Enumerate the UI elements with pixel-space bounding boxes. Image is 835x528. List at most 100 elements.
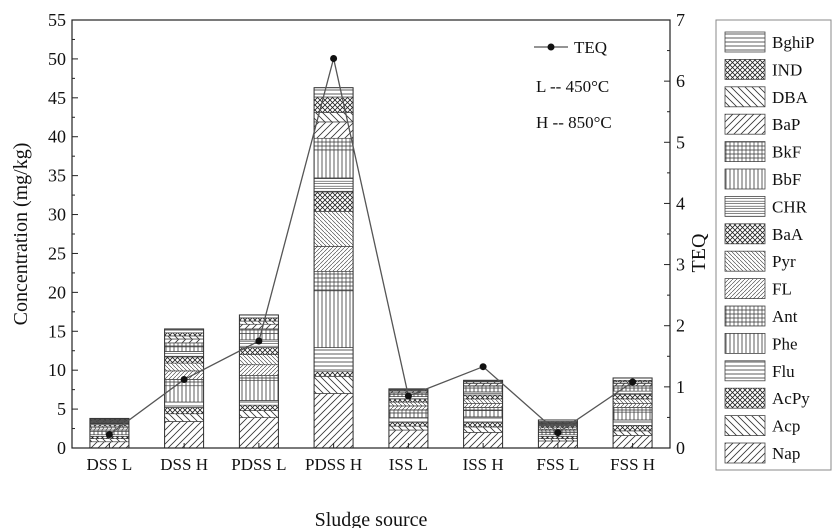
bar-pdss-h-nap [313,393,354,449]
bar-iss-l-flu [388,417,429,423]
bar-dss-h-bghip [164,328,204,334]
bar-pdss-h-acp [313,376,354,394]
bar-pdss-l-bap [239,323,279,330]
legend-swatch-phe [724,332,766,354]
bars-layer [89,87,653,449]
legend-label-acpy: AcPy [772,389,810,408]
bar-iss-l-phe [388,412,429,418]
legend-swatch-pyr [724,250,766,272]
bar-iss-h-phe [463,410,503,418]
teq-line-layer [105,55,637,438]
legend-swatch-bghip [724,31,766,53]
bar-dss-h-acpy [164,407,204,415]
bar-iss-l-acpy [388,422,429,427]
bar-fss-l-acpy [538,436,578,439]
legend-label-bghip: BghiP [772,33,815,52]
legend-label-bkf: BkF [772,143,801,162]
bar-pdss-h-phe [313,290,354,348]
y-tick-label: 50 [48,49,66,69]
legend-label-nap: Nap [772,444,800,463]
legend-swatch-bbf [724,168,766,190]
x-tick-label-dss-l: DSS L [86,455,132,474]
annotation-l: L -- 450°C [536,77,609,96]
teq-legend-label: TEQ [574,38,607,57]
bar-dss-h-dba [164,335,204,340]
x-tick-label-iss-l: ISS L [389,455,428,474]
legend-label-phe: Phe [772,334,798,353]
legend-label-ind: IND [772,60,802,79]
y2-tick-label: 2 [676,316,685,336]
legend-label-flu: Flu [772,362,795,381]
bar-pdss-h-ant [313,271,354,292]
bar-iss-h-flu [463,416,503,423]
y2-tick-label: 6 [676,71,685,91]
y2-tick-label: 4 [676,193,685,213]
bar-iss-h-baa [463,394,503,400]
legend-swatch-baa [724,223,766,245]
bar-dss-h-acp [164,413,204,422]
bar-pdss-l-acpy [239,404,279,411]
x-tick-label-iss-h: ISS H [463,455,504,474]
bar-fss-h-fl [612,403,653,408]
bar-iss-h-ant [463,407,503,411]
bar-fss-h-pyr [612,398,653,404]
bar-fss-h-phe [612,411,653,421]
bar-fss-h-acp [612,430,653,436]
bar-iss-h-acp [463,426,503,433]
bar-dss-l-fl [89,427,130,431]
bar-pdss-h-baa [313,191,354,212]
legend-label-ant: Ant [772,307,798,326]
bar-pdss-l-ant [239,375,279,381]
legend-swatch-ind [724,59,766,80]
bar-fss-h-bkf [612,385,653,389]
legend-swatch-flu [724,360,766,382]
bar-pdss-l-pyr [239,354,279,366]
bar-pdss-l-fl [239,364,279,376]
bar-pdss-l-phe [239,379,279,401]
legend-label-bap: BaP [772,115,800,134]
legend-swatch-dba [724,86,766,108]
teq-point-dss-h [180,376,188,383]
y2-tick-label: 0 [676,438,685,458]
y-tick-label: 45 [48,88,66,108]
x-axis-label: Sludge source [315,509,428,528]
bar-dss-h-bkf [164,342,204,348]
bar-fss-h-baa [612,394,653,400]
bar-dss-l-acp [89,438,130,443]
y-tick-label: 20 [48,282,66,302]
x-tick-label-pdss-l: PDSS L [231,455,286,474]
y2-tick-label: 3 [676,255,685,275]
y-tick-label: 55 [48,10,66,30]
legend-label-baa: BaA [772,225,804,244]
legend-label-pyr: Pyr [772,252,796,271]
bar-pdss-h-fl [313,246,354,272]
y-tick-label: 30 [48,205,66,225]
bar-pdss-l-dba [239,320,279,325]
legend-swatch-ant [724,305,766,327]
bar-dss-h-pyr [164,362,204,372]
bar-iss-h-chr [463,391,503,396]
bar-fss-h-flu [612,419,653,426]
teq-line [109,58,633,436]
y-tick-label: 0 [57,438,66,458]
bar-pdss-h-bbf [313,149,354,179]
bar-iss-h-pyr [463,398,503,404]
x-tick-label-dss-h: DSS H [160,455,208,474]
y2-tick-label: 7 [676,10,685,30]
legend-label-bbf: BbF [772,170,801,189]
teq-point-iss-h [479,363,487,371]
teq-point-pdss-l [255,337,263,345]
bar-dss-h-chr [164,351,204,358]
bar-pdss-l-flu [239,400,279,406]
bar-iss-l-fl [388,405,429,411]
y-tick-label: 40 [48,127,66,147]
bar-pdss-l-ind [239,317,279,322]
bar-iss-l-acp [388,425,429,431]
bar-fss-h-acpy [612,425,653,432]
bar-iss-h-bap [463,383,503,387]
teq-legend-marker [547,43,555,51]
y-tick-label: 25 [48,243,66,263]
x-tick-label-pdss-h: PDSS H [305,455,362,474]
